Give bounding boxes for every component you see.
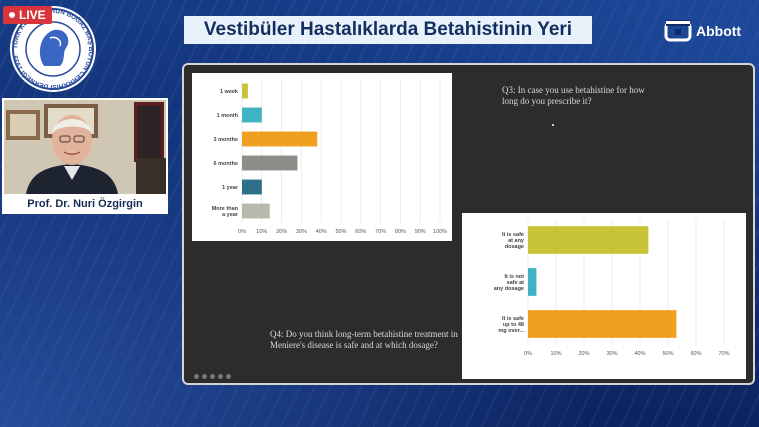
society-seal-logo: TÜRK KULAK BURUN BOĞAZ BAŞ BOYUN CERRAHİ… bbox=[10, 6, 96, 92]
x-tick-label: 70% bbox=[718, 351, 729, 357]
slide-navigation[interactable] bbox=[194, 374, 231, 379]
bar bbox=[242, 179, 262, 195]
bar bbox=[242, 203, 270, 219]
title-banner: Vestibüler Hastalıklarda Betahistinin Ye… bbox=[184, 16, 592, 44]
bar bbox=[528, 226, 649, 254]
x-tick-label: 30% bbox=[606, 351, 617, 357]
x-tick-label: 50% bbox=[335, 229, 346, 235]
category-label: It is not safe at any dosage bbox=[494, 274, 524, 292]
page-title: Vestibüler Hastalıklarda Betahistinin Ye… bbox=[203, 19, 573, 40]
live-label: LIVE bbox=[19, 8, 46, 22]
x-tick-label: 20% bbox=[578, 351, 589, 357]
x-tick-label: 90% bbox=[415, 229, 426, 235]
live-badge: LIVE bbox=[3, 6, 52, 24]
category-label: 1 year bbox=[222, 185, 239, 191]
x-tick-label: 100% bbox=[433, 229, 447, 235]
x-tick-label: 10% bbox=[256, 229, 267, 235]
x-tick-label: 0% bbox=[238, 229, 246, 235]
chart-q4-svg: 0% 10% 20% 30% 40% 50% 60% 70% It is safe at any d… bbox=[494, 219, 730, 357]
bar bbox=[242, 107, 262, 123]
bar bbox=[242, 155, 298, 171]
bar bbox=[242, 131, 318, 147]
question-q4: Q4: Do you think long-term betahistine t… bbox=[270, 329, 458, 350]
slide-nav-dot[interactable] bbox=[194, 374, 199, 379]
speaker-image bbox=[4, 100, 166, 194]
cursor-dot bbox=[552, 124, 554, 126]
slide-nav-dot[interactable] bbox=[218, 374, 223, 379]
slide-nav-dot[interactable] bbox=[202, 374, 207, 379]
slide-nav-dot[interactable] bbox=[210, 374, 215, 379]
chart-q3: 0% 10% 20% 30% 40% 50% 60% 70% 80% 90% 100% 1 week 1… bbox=[192, 73, 452, 241]
presentation-slide: 0% 10% 20% 30% 40% 50% 60% 70% 80% 90% 100% 1 week 1… bbox=[182, 63, 755, 385]
x-tick-label: 80% bbox=[395, 229, 406, 235]
x-tick-label: 60% bbox=[690, 351, 701, 357]
x-tick-label: 0% bbox=[524, 351, 532, 357]
live-indicator-icon bbox=[9, 12, 15, 18]
category-label: 3 months bbox=[214, 137, 238, 143]
slide-nav-dot[interactable] bbox=[226, 374, 231, 379]
x-tick-label: 10% bbox=[550, 351, 561, 357]
x-tick-label: 30% bbox=[296, 229, 307, 235]
category-label: It is safe at any dosage bbox=[502, 232, 525, 250]
chart-q3-svg: 0% 10% 20% 30% 40% 50% 60% 70% 80% 90% 100% 1 week 1… bbox=[212, 79, 447, 235]
category-label: 1 month bbox=[217, 113, 239, 119]
category-label: It is safe up to 48 mg over... bbox=[498, 316, 524, 334]
chart-q4: 0% 10% 20% 30% 40% 50% 60% 70% It is safe at any d… bbox=[462, 213, 746, 379]
category-label: 1 week bbox=[220, 89, 239, 95]
brand: Abbott bbox=[664, 20, 741, 42]
x-tick-label: 50% bbox=[662, 351, 673, 357]
bar bbox=[528, 310, 677, 338]
x-tick-label: 60% bbox=[355, 229, 366, 235]
x-tick-label: 40% bbox=[316, 229, 327, 235]
speaker-name: Prof. Dr. Nuri Özgirgin bbox=[27, 198, 143, 210]
category-label: 6 months bbox=[214, 161, 238, 167]
x-tick-label: 40% bbox=[634, 351, 645, 357]
video-frame bbox=[4, 100, 166, 194]
abbott-logo-icon bbox=[664, 20, 692, 42]
bar bbox=[528, 268, 537, 296]
x-tick-label: 20% bbox=[276, 229, 287, 235]
category-label: More than a year bbox=[212, 206, 239, 218]
bar bbox=[242, 83, 248, 99]
question-q3: Q3: In case you use betahistine for how … bbox=[502, 85, 645, 106]
x-tick-label: 70% bbox=[375, 229, 386, 235]
brand-name: Abbott bbox=[696, 23, 742, 39]
speaker-name-plate: Prof. Dr. Nuri Özgirgin bbox=[2, 194, 168, 214]
speaker-video: Prof. Dr. Nuri Özgirgin bbox=[2, 98, 168, 214]
